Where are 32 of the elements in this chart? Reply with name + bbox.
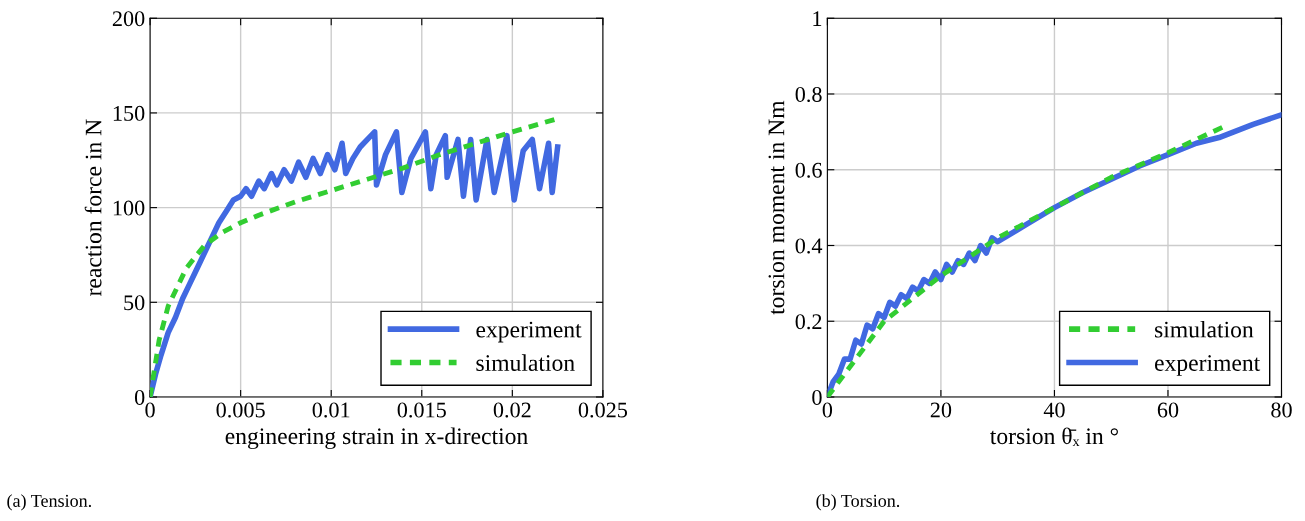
y-axis-title: torsion moment in Nm (768, 100, 785, 315)
legend-label: simulation (476, 354, 575, 371)
y-axis-title: reaction force in N (84, 119, 102, 296)
y-tick-label: 200 (112, 11, 145, 27)
y-tick-label: 100 (113, 200, 145, 216)
legend-label: experiment (1154, 355, 1261, 376)
x-axis-title: engineering strain in x-direction (225, 427, 528, 450)
y-tick-label: 0.6 (795, 162, 822, 178)
y-tick-label: 1 (813, 11, 822, 26)
legend-label: simulation (1155, 320, 1254, 338)
x-tick-label: 0.025 (578, 402, 628, 418)
x-tick-label: 60 (1157, 402, 1179, 418)
x-tick-label: 0 (145, 402, 155, 418)
text: (b) Torsion. (816, 494, 900, 511)
x-tick-label: 0.015 (397, 402, 446, 418)
x-tick-label: 80 (1271, 402, 1292, 418)
x-axis-title: torsion θ̄ₓ in ° (990, 427, 1118, 447)
x-tick-label: 0.02 (493, 402, 531, 418)
y-tick-label: 0.8 (795, 86, 822, 103)
y-tick-label: 0 (812, 389, 822, 405)
y-tick-label: 0.4 (795, 238, 823, 254)
x-tick-label: 0.005 (216, 402, 265, 418)
text: (a) Tension. (7, 494, 91, 511)
x-tick-label: 0 (822, 402, 833, 418)
x-tick-label: 20 (930, 402, 952, 418)
y-tick-label: 150 (113, 105, 145, 121)
y-tick-label: 50 (124, 295, 145, 311)
legend-label: experiment (476, 321, 582, 343)
x-tick-label: 40 (1043, 402, 1065, 418)
x-tick-label: 0.01 (312, 402, 350, 418)
y-tick-label: 0.2 (795, 314, 822, 330)
y-tick-label: 0 (134, 389, 145, 405)
